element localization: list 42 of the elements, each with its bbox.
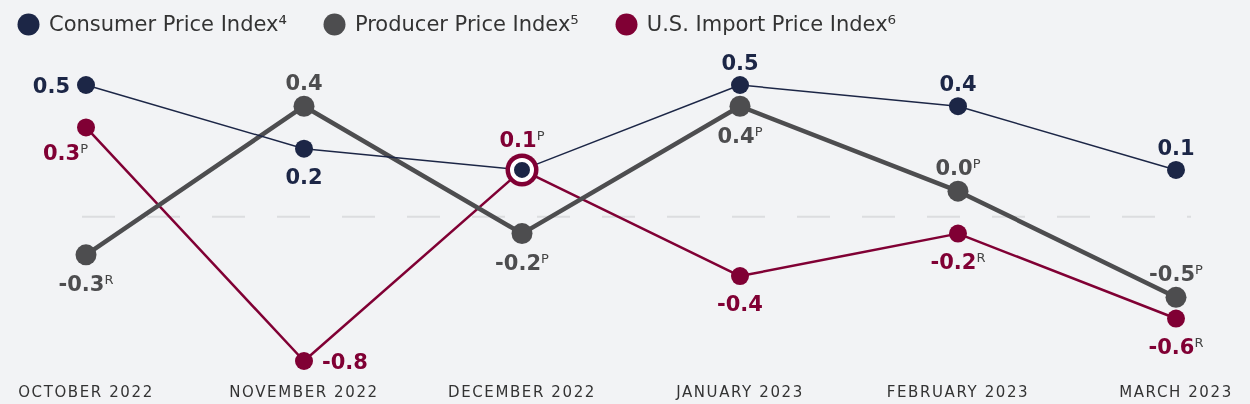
point: [731, 76, 749, 94]
data-label: 0.5: [32, 74, 70, 98]
point: [1167, 309, 1185, 328]
point: [949, 97, 967, 116]
point: [1167, 160, 1185, 179]
data-label: -0.8: [322, 350, 368, 374]
data-label: 0.1$^{P}$: [499, 128, 545, 153]
legend-label: Producer Price Index⁵: [354, 12, 579, 36]
point: [77, 118, 95, 137]
point: [731, 267, 749, 286]
data-label: -0.6$^{R}$: [1148, 334, 1204, 359]
point: [295, 139, 313, 158]
legend-label: U.S. Import Price Index⁶: [646, 12, 896, 36]
data-label: -0.2$^{P}$: [495, 250, 550, 276]
data-label: 0.4$^{P}$: [717, 123, 763, 148]
x-tick-label: NOVEMBER 2022: [229, 383, 379, 401]
point: [295, 352, 313, 370]
point: [1165, 286, 1187, 308]
x-tick-label: JANUARY 2023: [675, 383, 804, 401]
x-tick-label: MARCH 2023: [1119, 383, 1233, 401]
point: [293, 95, 315, 117]
data-label: 0.4: [939, 72, 977, 97]
data-label: 0.1: [1157, 135, 1195, 160]
data-label: -0.4: [717, 292, 763, 317]
point: [729, 95, 751, 117]
data-label: 0.2: [285, 164, 323, 189]
data-label: 0.5: [721, 51, 759, 75]
data-label: -0.3$^{R}$: [58, 272, 114, 297]
x-tick-label: FEBRUARY 2023: [886, 383, 1030, 401]
data-label: 0.0$^{P}$: [935, 155, 981, 180]
x-tick-label: OCTOBER 2022: [18, 383, 154, 401]
data-label: 0.4: [285, 70, 323, 95]
data-label: 0.3$^{P}$: [42, 141, 89, 166]
legend-label: Consumer Price Index⁴: [49, 12, 287, 36]
data-label: -0.5$^{P}$: [1149, 261, 1204, 286]
point: [75, 244, 97, 266]
data-label: -0.2$^{R}$: [930, 249, 986, 274]
x-tick-label: DECEMBER 2022: [448, 383, 596, 401]
point: [77, 76, 95, 94]
point: [511, 223, 533, 245]
point: [947, 180, 969, 202]
point: [949, 224, 967, 243]
